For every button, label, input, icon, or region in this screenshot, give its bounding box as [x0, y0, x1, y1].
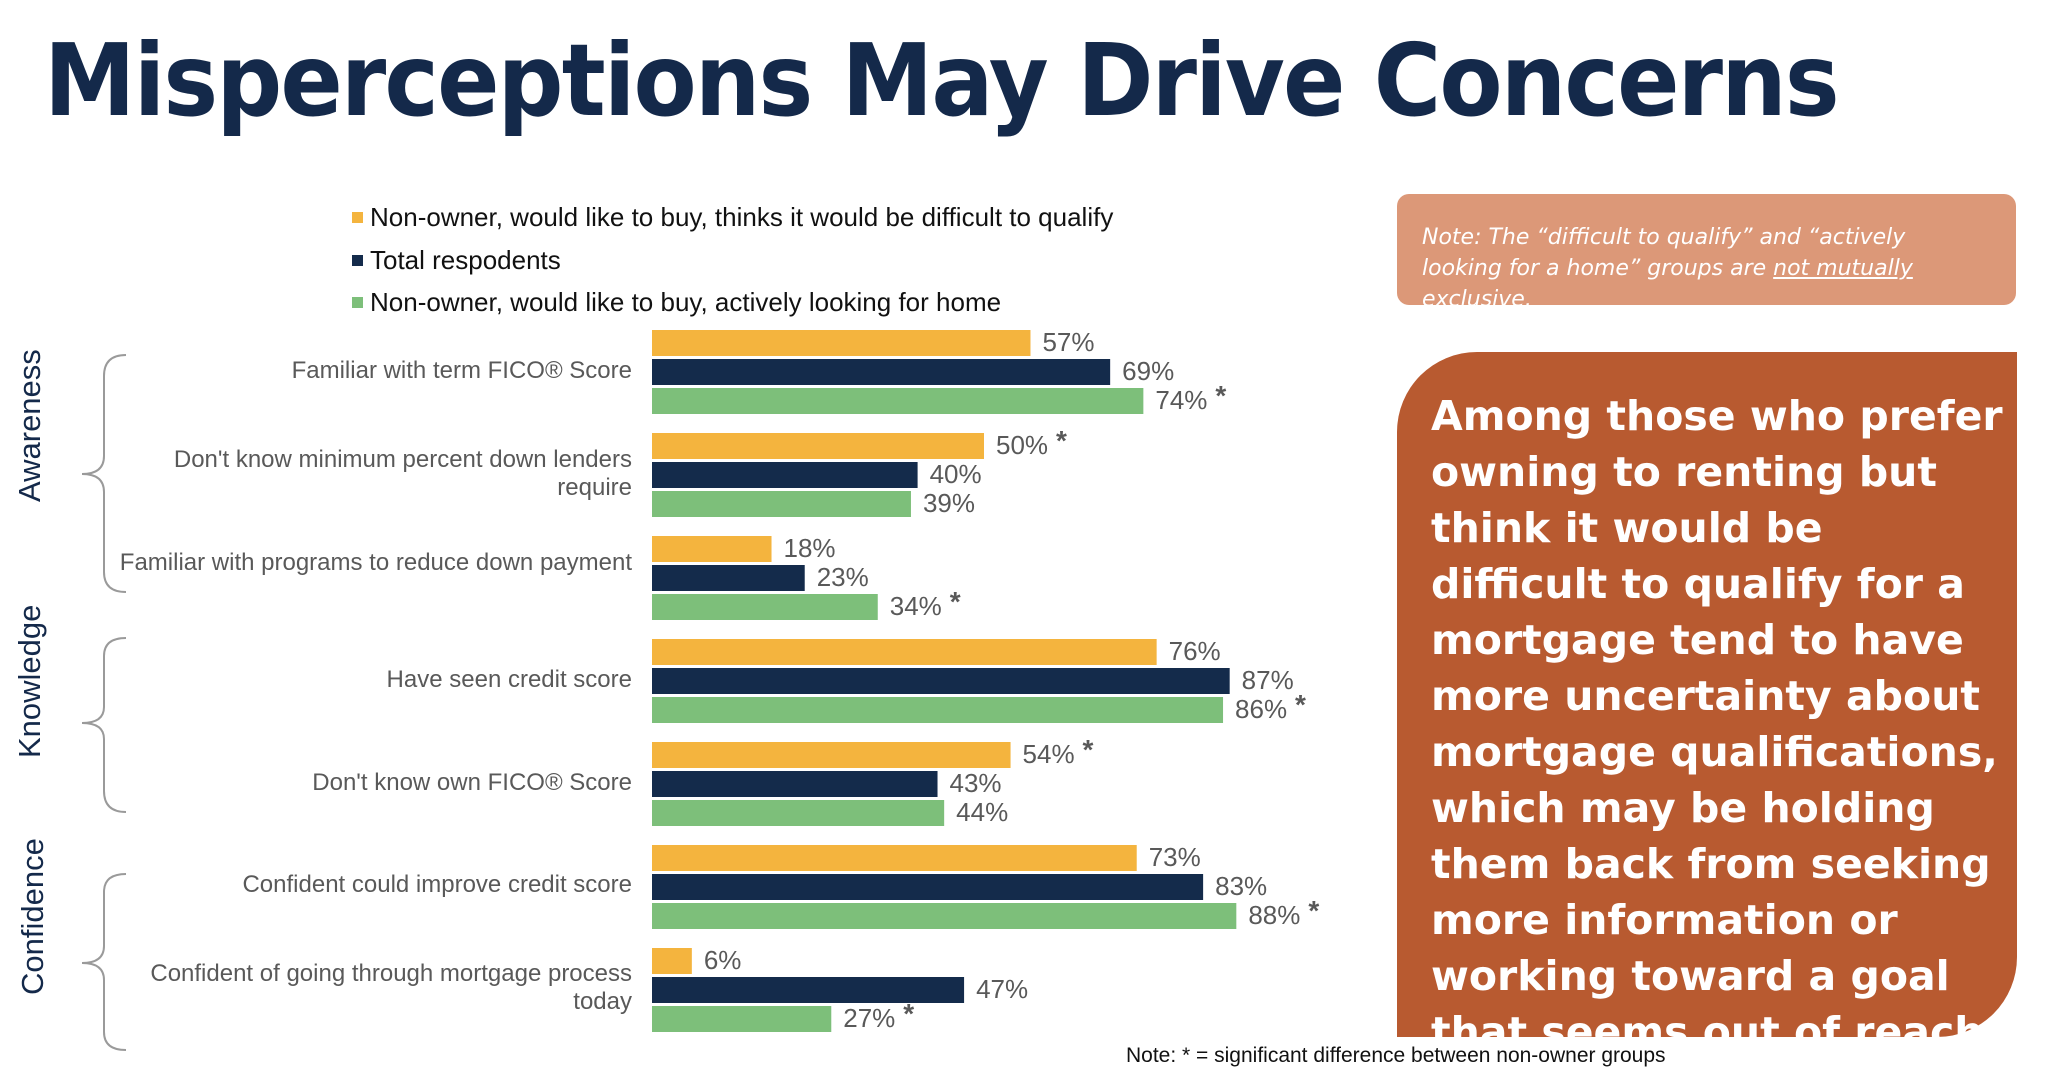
legend-swatch-difficult: [352, 211, 363, 223]
brace-knowledge: [81, 637, 127, 813]
value-label-looking-6: 27%: [843, 1003, 895, 1033]
value-label-looking-3: 86%: [1235, 694, 1287, 724]
value-label-difficult-2: 18%: [784, 533, 836, 563]
significance-marker-looking-2: *: [950, 586, 961, 617]
bar-total-4: [652, 771, 938, 797]
bar-difficult-2: [652, 536, 772, 562]
note-box-underlined: not mutually exclusive: [1422, 256, 1913, 312]
legend-item-difficult: Non-owner, would like to buy, thinks it …: [352, 201, 1113, 233]
callout-box: Among those who prefer owning to renting…: [1397, 352, 2017, 1056]
value-label-total-0: 69%: [1122, 356, 1174, 386]
legend-label-total: Total respodents: [370, 244, 561, 275]
value-label-total-3: 87%: [1242, 665, 1294, 695]
value-label-looking-4: 44%: [956, 797, 1008, 827]
value-label-looking-5: 88%: [1248, 900, 1300, 930]
value-label-looking-1: 39%: [923, 488, 975, 518]
bar-looking-5: [652, 903, 1237, 929]
category-label-mortgage-process: Confident of going through mortgage proc…: [150, 960, 632, 1015]
legend-swatch-total: [352, 254, 363, 266]
legend-label-looking: Non-owner, would like to buy, actively l…: [370, 286, 1002, 317]
value-label-looking-0: 74%: [1155, 385, 1207, 415]
legend-label-difficult: Non-owner, would like to buy, thinks it …: [370, 201, 1114, 232]
bar-difficult-1: [652, 433, 984, 459]
value-label-total-4: 43%: [950, 768, 1002, 798]
value-label-looking-2: 34%: [890, 591, 942, 621]
category-label-fico-term: Familiar with term FICO® Score: [291, 357, 632, 384]
legend-item-total: Total respodents: [352, 244, 561, 276]
value-label-difficult-4: 54%: [1023, 739, 1075, 769]
value-label-difficult-6: 6%: [704, 945, 742, 975]
bar-difficult-4: [652, 742, 1011, 768]
significance-marker-looking-5: *: [1308, 895, 1319, 926]
note-box-text: Note: The “difficult to qualify” and “ac…: [1422, 225, 1906, 281]
footnote: Note: * = significant difference between…: [1126, 1044, 1666, 1067]
bar-difficult-0: [652, 330, 1031, 356]
category-label-seen-score: Have seen credit score: [386, 666, 632, 693]
bar-looking-1: [652, 491, 911, 517]
bar-total-6: [652, 977, 965, 1003]
note-box: Note: The “difficult to qualify” and “ac…: [1397, 194, 2016, 312]
note-box-suffix: .: [1524, 287, 1532, 312]
page-title: Misperceptions May Drive Concerns: [44, 22, 1840, 139]
bar-total-1: [652, 462, 918, 488]
value-label-total-6: 47%: [976, 974, 1028, 1004]
value-label-difficult-0: 57%: [1042, 327, 1094, 357]
brace-confidence: [81, 873, 127, 1051]
bar-looking-0: [652, 388, 1144, 414]
significance-marker-difficult-1: *: [1056, 425, 1067, 456]
bar-difficult-6: [652, 948, 692, 974]
significance-marker-difficult-4: *: [1083, 734, 1094, 765]
category-label-min-down: Don't know minimum percent down lenders …: [173, 446, 632, 501]
significance-marker-looking-6: *: [903, 998, 914, 1029]
legend-item-looking: Non-owner, would like to buy, actively l…: [352, 286, 1001, 318]
bar-total-3: [652, 668, 1230, 694]
value-label-total-2: 23%: [817, 562, 869, 592]
bar-looking-4: [652, 800, 945, 826]
bar-total-2: [652, 565, 805, 591]
category-label-programs: Familiar with programs to reduce down pa…: [119, 549, 632, 576]
category-label-improve: Confident could improve credit score: [242, 871, 632, 898]
category-label-own-fico: Don't know own FICO® Score: [312, 769, 632, 796]
legend-swatch-looking: [352, 296, 363, 308]
value-label-difficult-3: 76%: [1169, 636, 1221, 666]
value-label-difficult-5: 73%: [1149, 842, 1201, 872]
bar-looking-2: [652, 594, 878, 620]
value-label-total-1: 40%: [930, 459, 982, 489]
bar-difficult-5: [652, 845, 1137, 871]
brace-awareness: [81, 354, 127, 593]
bar-total-5: [652, 874, 1204, 900]
group-braces: [81, 354, 127, 1051]
bar-looking-3: [652, 697, 1224, 723]
bar-total-0: [652, 359, 1111, 385]
bar-looking-6: [652, 1006, 832, 1032]
significance-marker-looking-3: *: [1295, 689, 1306, 720]
value-label-difficult-1: 50%: [996, 430, 1048, 460]
significance-marker-looking-0: *: [1215, 380, 1226, 411]
bar-difficult-3: [652, 639, 1157, 665]
value-label-total-5: 83%: [1215, 871, 1267, 901]
